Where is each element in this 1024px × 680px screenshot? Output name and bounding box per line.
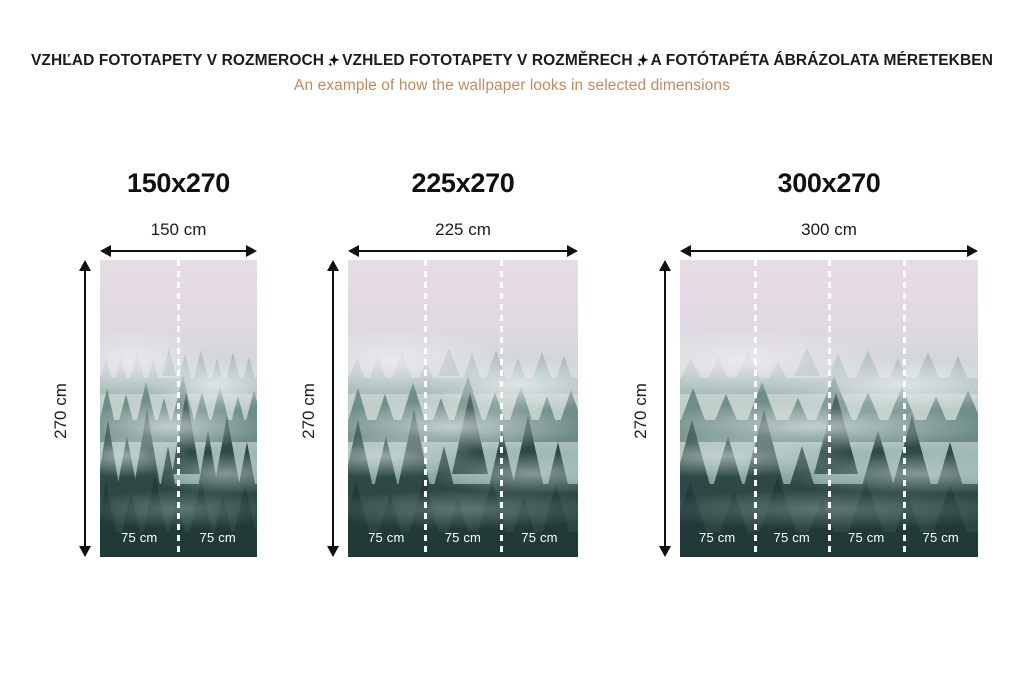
seam-divider [902, 260, 906, 557]
width-dimension-arrow [100, 244, 257, 258]
panel-title: 150x270 [126, 168, 230, 198]
segment-width-label: 75 cm [444, 530, 482, 545]
wallpaper-preview-150x270[interactable]: 75 cm 75 cm [100, 260, 257, 557]
arrow-head-bottom [659, 546, 671, 557]
forest-silhouette [348, 348, 578, 557]
segment-width-label: 75 cm [521, 530, 558, 545]
width-dimension-arrow [348, 244, 578, 258]
segment-width-label: 75 cm [773, 530, 810, 545]
panel-width-label: 225 cm [435, 220, 491, 239]
arrow-head-top [79, 260, 91, 271]
sparkle-icon [633, 52, 651, 70]
arrow-head-bottom [79, 546, 91, 557]
arrow-head-top [327, 260, 339, 271]
segment-width-label: 75 cm [199, 530, 236, 545]
height-dimension-arrow [78, 260, 92, 557]
seam-divider [423, 260, 427, 557]
header-title-cz: VZHLED FOTOTAPETY V ROZMĚRECH [342, 52, 633, 69]
arrow-head-right [967, 245, 978, 257]
arrow-line [356, 250, 570, 252]
arrow-line [108, 250, 249, 252]
header: VZHĽAD FOTOTAPETY V ROZMEROCH VZHLED FOT… [0, 52, 1024, 95]
seam-divider [177, 260, 180, 557]
height-dimension-arrow [326, 260, 340, 557]
arrow-head-right [246, 245, 257, 257]
header-title-hu: A FOTÓTAPÉTA ÁBRÁZOLATA MÉRETEKBEN [650, 52, 993, 69]
seam-divider [753, 260, 757, 557]
arrow-head-top [659, 260, 671, 271]
arrow-line [84, 268, 86, 549]
panel-height-label: 270 cm [631, 383, 650, 439]
header-subtitle: An example of how the wallpaper looks in… [294, 77, 730, 94]
size-panel-225x270[interactable]: 225x270 225 cm 270 cm [286, 168, 596, 568]
arrow-line [688, 250, 970, 252]
seam-divider [828, 260, 831, 557]
panel-title: 300x270 [777, 168, 881, 198]
panel-width-label: 150 cm [150, 220, 207, 239]
height-dimension-arrow [658, 260, 672, 557]
arrow-line [332, 268, 334, 549]
wallpaper-preview-300x270[interactable]: 75 cm 75 cm 75 cm 75 cm [680, 260, 978, 557]
segment-width-label: 75 cm [699, 530, 736, 545]
arrow-head-left [680, 245, 691, 257]
panel-title: 225x270 [411, 168, 515, 198]
arrow-head-left [100, 245, 111, 257]
panel-height-label: 270 cm [51, 383, 70, 439]
segment-width-label: 75 cm [121, 530, 158, 545]
seam-divider [500, 260, 504, 557]
arrow-head-right [567, 245, 578, 257]
panel-width-label: 300 cm [801, 220, 857, 239]
width-dimension-arrow [680, 244, 978, 258]
segment-width-label: 75 cm [922, 530, 959, 545]
header-title-line: VZHĽAD FOTOTAPETY V ROZMEROCH VZHLED FOT… [0, 52, 1024, 70]
segment-width-label: 75 cm [848, 530, 885, 545]
sparkle-icon [324, 52, 342, 70]
size-panel-300x270[interactable]: 300x270 300 cm 270 cm [618, 168, 1008, 568]
panel-height-label: 270 cm [299, 383, 318, 439]
arrow-line [664, 268, 666, 549]
arrow-head-bottom [327, 546, 339, 557]
segment-width-label: 75 cm [368, 530, 405, 545]
wallpaper-preview-225x270[interactable]: 75 cm 75 cm 75 cm [348, 260, 578, 557]
size-panel-150x270[interactable]: 150x270 150 cm 270 cm [38, 168, 278, 568]
header-title-sk: VZHĽAD FOTOTAPETY V ROZMEROCH [30, 52, 325, 69]
arrow-head-left [348, 245, 359, 257]
